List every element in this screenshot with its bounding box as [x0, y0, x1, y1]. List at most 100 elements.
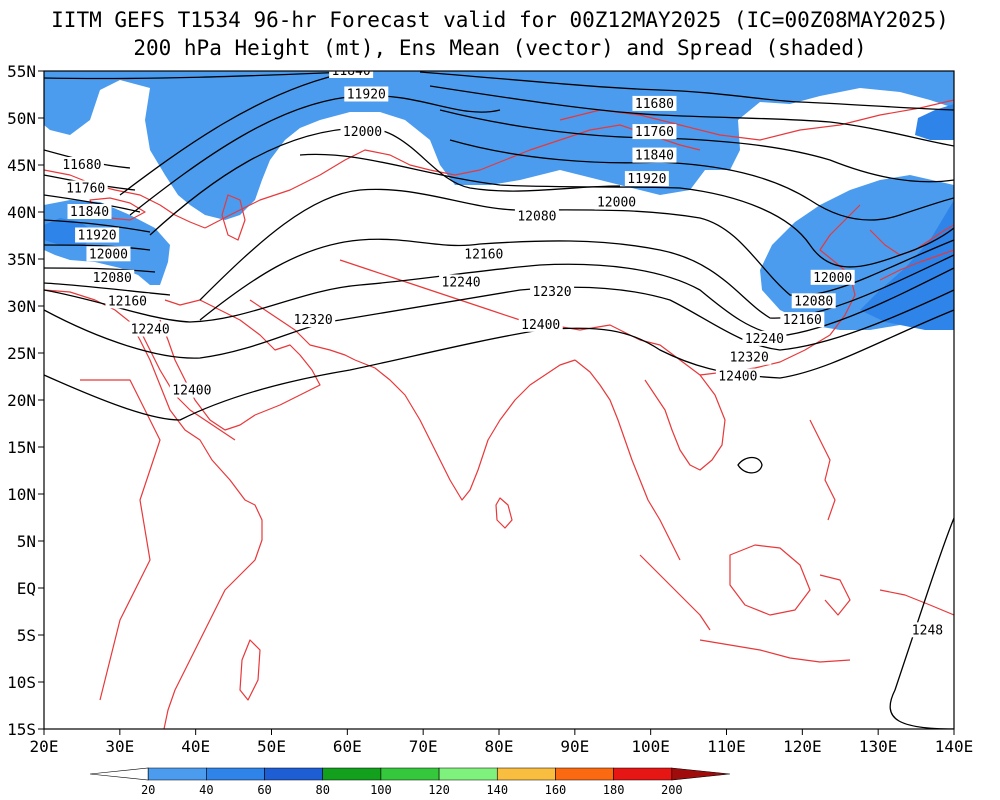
spread-region-east-dark [860, 200, 954, 330]
coast-indochina [639, 339, 726, 471]
lat-tick-label: 10N [7, 485, 36, 504]
contour-label: 11680 [635, 97, 674, 112]
colorbar-segment [264, 767, 324, 781]
contour-label-bg [727, 349, 772, 365]
contour-label-bg [909, 622, 946, 638]
contour-label-bg [742, 330, 787, 346]
colorbar-segment [671, 767, 731, 781]
contour-label-bg [530, 283, 575, 299]
contour-label-bg [340, 124, 385, 140]
lon-tick-label: 140E [935, 737, 974, 756]
contour-11680-north [44, 71, 351, 80]
lon-tick-label: 120E [783, 737, 822, 756]
contour-label-bg [624, 171, 669, 187]
contour-label: 11920 [627, 172, 666, 187]
lat-tick-label: 25N [7, 344, 36, 363]
contour-label: 11760 [635, 125, 674, 140]
colorbar-segment [555, 767, 614, 781]
contour-label: 11760 [66, 182, 105, 197]
colorbar-tick-label: 200 [661, 783, 683, 797]
lat-tick-label: 15N [7, 438, 36, 457]
contour-label: 11840 [635, 149, 674, 164]
contour-label-bg [461, 246, 506, 262]
contour-label: 12160 [464, 247, 503, 262]
coast-sumatra [639, 554, 711, 631]
lat-tick-label: 30N [7, 297, 36, 316]
contour-label-bg [59, 157, 104, 172]
longitude-axis: 20E 30E 40E 50E 60E 70E 80E 90E 100E 110E 120E 130E… [30, 729, 974, 756]
contour-label-bg [715, 368, 760, 384]
contour-label-bg [780, 312, 825, 328]
contour-label: 12080 [93, 271, 132, 286]
colorbar-segment [613, 767, 673, 781]
colorbar-tick-label: 20 [141, 783, 155, 797]
lon-tick-label: 50E [257, 737, 286, 756]
contour-label-bg [791, 293, 836, 309]
contour-label: 12000 [89, 247, 128, 262]
title-line-2: 200 hPa Height (mt), Ens Mean (vector) a… [133, 36, 866, 60]
lon-tick-label: 130E [859, 737, 898, 756]
coast-philippines [809, 419, 836, 521]
coast-red-sea [139, 329, 236, 441]
contour-label-bg [169, 382, 214, 398]
coast-china [699, 204, 861, 376]
lat-tick-label: 40N [7, 203, 36, 222]
contour-label-bg [329, 71, 374, 78]
lat-tick-label: 45N [7, 156, 36, 175]
coast-persian-gulf [249, 299, 356, 361]
lon-tick-label: 40E [181, 737, 210, 756]
contour-12000-west [44, 244, 151, 251]
lat-tick-label: EQ [17, 579, 36, 598]
border-africa-interior [80, 379, 161, 701]
contour-label-bg [63, 180, 108, 196]
contour-label: 12320 [294, 313, 333, 328]
latitude-axis: 55N 50N 45N 40N 35N 30N 25N 20N 15N 10N 5N EQ 5S 10S 1… [7, 62, 44, 739]
lon-tick-label: 100E [631, 737, 670, 756]
contour-12000-ne [299, 153, 954, 268]
contour-label-bg [514, 208, 559, 224]
coast-sulawesi [819, 574, 851, 616]
lat-tick-label: 50N [7, 109, 36, 128]
contour-label-bg [632, 124, 677, 140]
coast-japan-south [879, 249, 954, 281]
contour-label: 11920 [347, 88, 386, 103]
lon-tick-label: 90E [560, 737, 589, 756]
colorbar: 20 40 60 80 100 120 140 160 180 200 [89, 767, 731, 797]
contour-label: 12240 [131, 323, 170, 338]
contour-label: 11680 [62, 158, 101, 173]
colorbar-tick-label: 40 [199, 783, 213, 797]
colorbar-segment [322, 767, 382, 781]
contour-label-bg [105, 293, 150, 309]
contour-label: 12320 [533, 285, 572, 300]
spread-region-northeast-dark [915, 104, 954, 140]
contour-label-bg [632, 147, 677, 163]
contour-label-bg [518, 316, 563, 332]
border-mongolia [559, 99, 954, 141]
contour-label: 12240 [745, 332, 784, 347]
contour-label-bg [75, 227, 120, 243]
contour-label: 12400 [718, 370, 757, 385]
colorbar-tick-label: 120 [428, 783, 450, 797]
colorbar-segment [206, 767, 265, 781]
contour-label: 12080 [517, 210, 556, 225]
lat-tick-label: 55N [7, 62, 36, 81]
lat-tick-label: 5N [17, 532, 36, 551]
lon-tick-label: 30E [105, 737, 134, 756]
spread-region-north [44, 71, 954, 220]
contour-label-bg [67, 204, 112, 219]
colorbar-segment [89, 767, 149, 781]
colorbar-tick-label: 100 [370, 783, 392, 797]
contour-label: 12000 [813, 271, 852, 286]
contour-label: 12080 [794, 294, 833, 309]
coast-caspian [221, 194, 246, 241]
lat-tick-label: 5S [17, 626, 36, 645]
map-panel: 11840 11920 12000 11680 11760 11840 11920 12000… [44, 71, 954, 729]
lon-tick-label: 80E [485, 737, 514, 756]
contour-labels: 11840 11920 12000 11680 11760 11840 11920 12000… [59, 71, 946, 638]
colorbar-segment [438, 767, 498, 781]
contour-12160-west [44, 282, 171, 296]
contour-label-bg [86, 246, 131, 262]
contour-label: 12240 [442, 276, 481, 291]
coast-borneo [729, 544, 811, 616]
title-line-1: IITM GEFS T1534 96-hr Forecast valid for… [51, 8, 949, 32]
